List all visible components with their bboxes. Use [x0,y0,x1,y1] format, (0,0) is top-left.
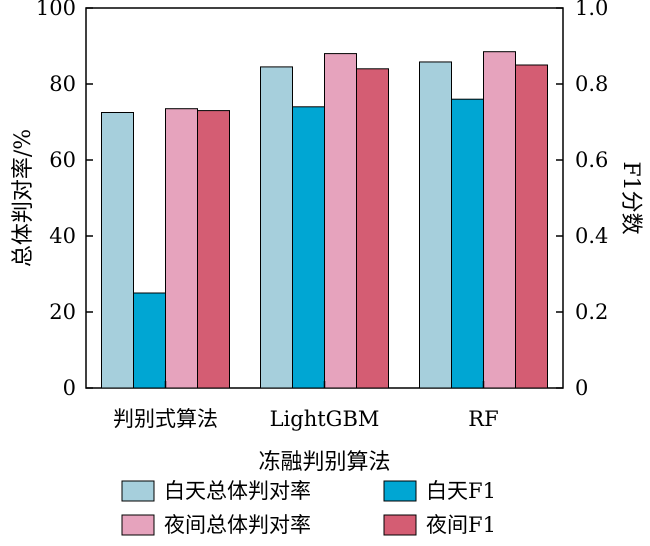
y-tick-right-label: 1.0 [575,0,608,20]
legend: 白天总体判对率 白天F1 夜间总体判对率 夜间F1 [121,479,496,537]
bar-夜间F1-RF [515,64,548,389]
legend-swatch [383,480,417,502]
bar-白天总体判对率-LightGBM [260,66,293,389]
bar-白天F1-RF [451,98,484,389]
bar-白天F1-判别式算法 [133,292,166,389]
legend-label: 夜间总体判对率 [164,513,311,537]
y-tick-right-label: 0.4 [575,224,608,248]
legend-label: 白天总体判对率 [164,479,311,503]
x-tick-label: LightGBM [270,407,380,431]
bar-夜间总体判对率-RF [483,51,516,389]
bar-夜间总体判对率-LightGBM [324,53,357,389]
y-tick-left-label: 40 [49,224,76,248]
bar-白天总体判对率-RF [419,61,452,389]
y-tick-right-label: 0 [575,376,588,400]
bar-夜间F1-判别式算法 [197,110,230,389]
bar-夜间F1-LightGBM [356,68,389,389]
y-tick-left-label: 60 [49,148,76,172]
legend-swatch [121,480,155,502]
y-tick-right-label: 0.6 [575,148,608,172]
ticks-group: 0 0 20 0.2 40 0.4 60 0.6 80 0.8 100 1.0 判别式算法 LightGB… [36,0,609,431]
legend-label: 夜间F1 [426,513,496,537]
bar-夜间总体判对率-判别式算法 [165,108,198,389]
y-tick-left-label: 0 [63,376,76,400]
y-axis-left-title: 总体判对率/% [11,129,36,267]
legend-swatch [121,514,155,536]
y-tick-right-label: 0.2 [575,300,608,324]
x-tick-label: 判别式算法 [113,407,218,431]
legend-label: 白天F1 [426,479,496,503]
y-tick-left-label: 20 [49,300,76,324]
legend-swatch [383,514,417,536]
bars-group [101,51,548,389]
bar-白天F1-LightGBM [292,106,325,389]
bar-白天总体判对率-判别式算法 [101,112,134,389]
x-axis-title: 冻融判别算法 [258,450,390,475]
y-tick-right-label: 0.8 [575,72,608,96]
y-axis-right-title: F1分数 [618,161,643,234]
y-tick-left-label: 100 [36,0,76,20]
y-tick-left-label: 80 [49,72,76,96]
x-tick-label: RF [468,407,498,431]
